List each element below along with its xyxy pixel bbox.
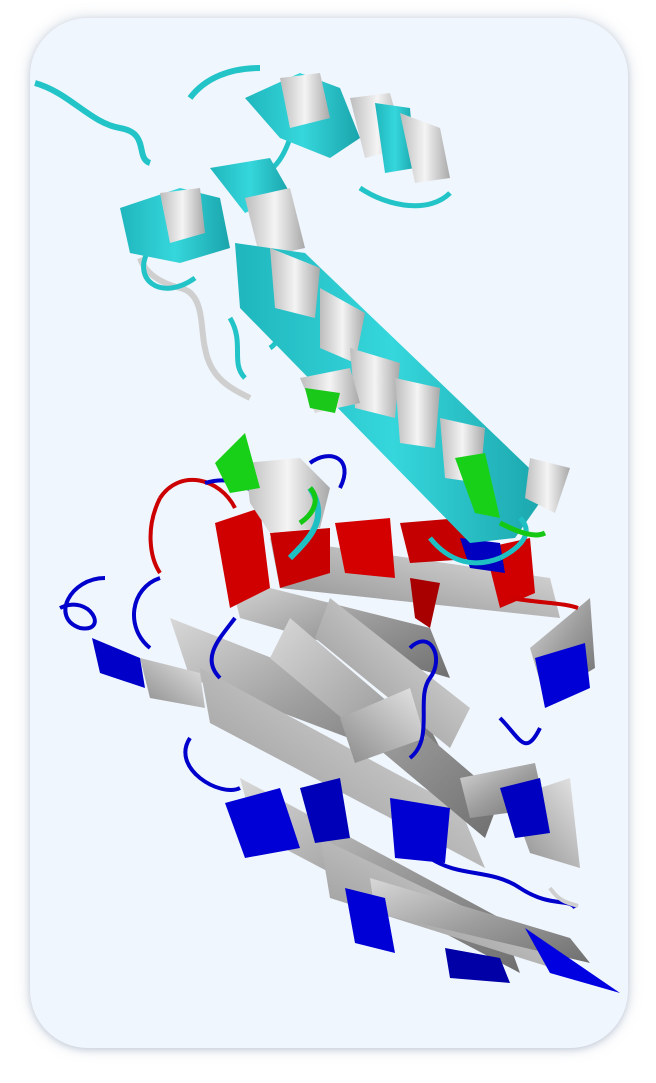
protein-structure-render [34, 65, 620, 993]
green-turn-segments [215, 388, 547, 538]
blue-strand-segments [59, 454, 620, 993]
image-card [30, 18, 628, 1048]
red-strand-segments [148, 478, 579, 628]
